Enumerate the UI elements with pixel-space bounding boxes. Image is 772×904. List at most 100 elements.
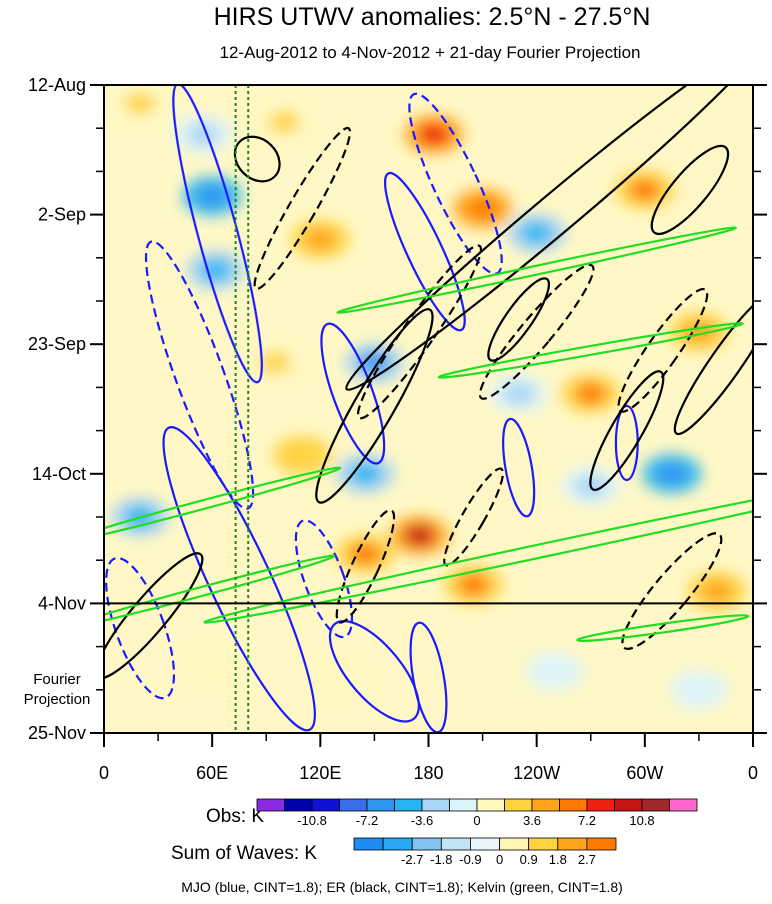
anomaly-core bbox=[286, 444, 319, 467]
colorbar-swatch bbox=[382, 837, 413, 851]
anomaly-core bbox=[322, 666, 355, 689]
colorbar-swatch bbox=[411, 837, 442, 851]
chart-title: HIRS UTWV anomalies: 2.5°N - 27.5°N bbox=[214, 3, 651, 31]
anomaly-core bbox=[304, 228, 337, 251]
colorbar-tick-label: 3.6 bbox=[523, 813, 541, 828]
colorbar-swatch bbox=[421, 798, 450, 812]
er-contour bbox=[673, 290, 753, 436]
er-contour bbox=[233, 135, 281, 183]
colorbar-tick-label: -1.8 bbox=[430, 852, 452, 867]
colorbar-swatch bbox=[284, 798, 313, 812]
er-contour bbox=[621, 532, 723, 650]
er-contour bbox=[356, 244, 483, 420]
anomaly-field bbox=[110, 85, 747, 710]
anomaly-core bbox=[628, 178, 661, 201]
colorbar-swatch bbox=[366, 798, 395, 812]
colorbar-tick-label: 1.8 bbox=[549, 852, 567, 867]
er-contour bbox=[589, 370, 665, 491]
fourier-projection-label: Fourier Projection bbox=[24, 671, 91, 708]
anomaly-core bbox=[417, 123, 450, 146]
kelvin-contour bbox=[336, 226, 737, 314]
mjo-contour bbox=[105, 556, 176, 700]
colorbar-swatch bbox=[531, 798, 560, 812]
colorbar-tick-label: 0 bbox=[473, 813, 480, 828]
y-tick-label: 4-Nov bbox=[38, 593, 86, 613]
colorbar-swatch bbox=[476, 798, 505, 812]
anomaly-core bbox=[466, 197, 499, 220]
y-axis: 12-Aug 2-Sep 23-Sep 14-Oct 4-Nov 25-Nov bbox=[28, 75, 767, 743]
er-contour bbox=[478, 263, 595, 400]
colorbar-tick-label: -2.7 bbox=[401, 852, 423, 867]
anomaly-core bbox=[196, 654, 229, 677]
y-tick-label: 25-Nov bbox=[28, 723, 86, 743]
y-tick-label: 23-Sep bbox=[28, 334, 86, 354]
mjo-contour bbox=[320, 322, 386, 465]
x-tick-label: 60W bbox=[626, 763, 663, 783]
colorbar-tick-label: 0 bbox=[496, 852, 503, 867]
anomaly-core bbox=[655, 462, 688, 485]
colorbar-tick-label: -10.8 bbox=[297, 813, 327, 828]
mjo-contour bbox=[144, 240, 255, 510]
mjo-contour bbox=[172, 85, 263, 384]
anomaly-core bbox=[196, 185, 229, 208]
mjo-contour bbox=[162, 426, 316, 732]
er-contour bbox=[487, 277, 551, 362]
x-tick-label: 120W bbox=[513, 763, 560, 783]
anomaly-core bbox=[187, 123, 220, 146]
waves-colorbar: -2.7 -1.8 -0.9 0 0.9 1.8 2.7 bbox=[353, 837, 617, 867]
colorbar-tick-label: 2.7 bbox=[578, 852, 596, 867]
anomaly-core bbox=[502, 382, 535, 405]
colorbar-swatch bbox=[559, 798, 588, 812]
kelvin-contour bbox=[576, 614, 750, 642]
colorbar-swatch bbox=[311, 798, 340, 812]
anomaly-core bbox=[259, 351, 292, 374]
anomaly-core bbox=[520, 222, 553, 245]
colorbar-swatch bbox=[470, 837, 500, 851]
kelvin-contour bbox=[104, 554, 336, 628]
colorbar-tick-label: 10.8 bbox=[629, 813, 654, 828]
colorbar-swatch bbox=[440, 837, 471, 851]
colorbar-tick-label: 0.9 bbox=[520, 852, 538, 867]
obs-colorbar: -10.8 -7.2 -3.6 0 3.6 7.2 10.8 bbox=[256, 798, 698, 828]
anomaly-core bbox=[403, 524, 436, 547]
colorbar-swatch bbox=[353, 837, 384, 851]
colorbar-swatch bbox=[528, 837, 559, 851]
colorbar-swatch bbox=[499, 837, 530, 851]
colorbar-swatch bbox=[557, 837, 588, 851]
chart-subtitle: 12-Aug-2012 to 4-Nov-2012 + 21-day Fouri… bbox=[220, 43, 641, 62]
colorbar-swatch bbox=[586, 837, 617, 851]
anomaly-core bbox=[199, 259, 232, 282]
x-tick-label: 0 bbox=[748, 763, 758, 783]
y-tick-label: 12-Aug bbox=[28, 75, 86, 95]
x-tick-label: 120E bbox=[299, 763, 341, 783]
reference-longitude-lines bbox=[234, 85, 250, 733]
colorbar-tick-label: -7.2 bbox=[356, 813, 378, 828]
anomaly-core bbox=[574, 382, 607, 405]
er-contour bbox=[617, 287, 709, 413]
er-contour bbox=[345, 85, 753, 391]
y-tick-label: 2-Sep bbox=[38, 205, 86, 225]
kelvin-contour bbox=[437, 322, 744, 379]
mjo-contour bbox=[384, 171, 466, 332]
colorbar-tick-label: -3.6 bbox=[411, 813, 433, 828]
kelvin-contour bbox=[104, 466, 342, 543]
anomaly-core bbox=[682, 678, 715, 701]
colorbar-swatch bbox=[614, 798, 643, 812]
colorbar-swatch bbox=[256, 798, 285, 812]
anomaly-core bbox=[457, 573, 490, 596]
mjo-contour bbox=[328, 620, 420, 723]
er-contour bbox=[315, 308, 434, 504]
er-contour bbox=[335, 509, 396, 624]
colorbar-swatch bbox=[669, 798, 698, 812]
colorbar-swatch bbox=[394, 798, 423, 812]
x-axis: 0 60E 120E 180 120W 60W 0 bbox=[99, 733, 758, 783]
waves-colorbar-label: Sum of Waves: K bbox=[171, 843, 317, 864]
anomaly-core bbox=[124, 92, 157, 115]
x-tick-label: 0 bbox=[99, 763, 109, 783]
anomaly-core bbox=[700, 580, 733, 603]
mjo-contour bbox=[502, 417, 536, 518]
legend-note: MJO (blue, CINT=1.8); ER (black, CINT=1.… bbox=[181, 879, 623, 895]
x-tick-label: 60E bbox=[196, 763, 228, 783]
